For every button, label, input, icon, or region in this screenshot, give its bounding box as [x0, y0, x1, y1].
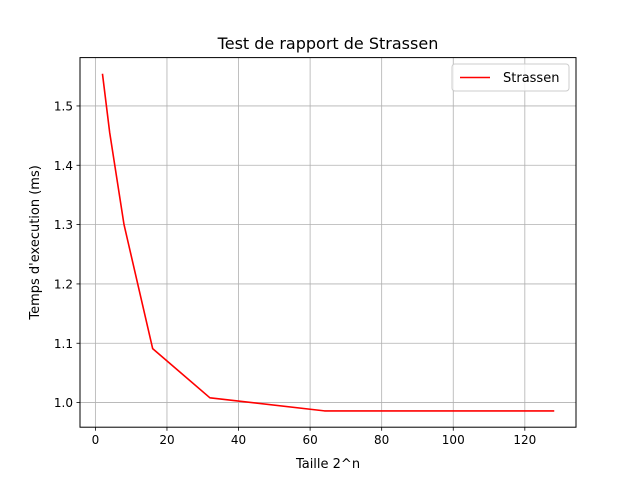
y-tick-label: 1.5 — [54, 99, 73, 113]
x-tick-label: 0 — [92, 433, 100, 447]
x-axis-ticks: 0 20 40 60 80 100 120 — [92, 427, 536, 447]
grid — [80, 57, 576, 428]
y-tick-label: 1.2 — [54, 277, 73, 291]
x-tick-label: 120 — [513, 433, 536, 447]
chart-title: Test de rapport de Strassen — [217, 34, 439, 53]
x-tick-label: 40 — [231, 433, 246, 447]
legend-frame — [451, 63, 570, 92]
y-tick-label: 1.3 — [54, 218, 73, 232]
series-line-strassen — [101, 73, 555, 412]
x-tick-label: 20 — [159, 433, 174, 447]
legend: Strassen — [451, 63, 570, 92]
plot-frame — [79, 57, 577, 428]
y-tick-label: 1.4 — [54, 159, 73, 173]
y-tick-label: 1.1 — [54, 337, 73, 351]
x-tick-label: 80 — [374, 433, 389, 447]
series-layer — [101, 73, 555, 412]
y-axis-label: Temps d'execution (ms) — [28, 165, 43, 320]
y-axis-ticks: 1.0 1.1 1.2 1.3 1.4 1.5 — [54, 99, 80, 410]
y-tick-label: 1.0 — [54, 396, 73, 410]
x-tick-label: 100 — [442, 433, 465, 447]
x-axis-label: Taille 2^n — [295, 457, 360, 472]
legend-label-strassen: Strassen — [503, 71, 559, 86]
x-tick-label: 60 — [302, 433, 317, 447]
plot-area — [80, 57, 576, 428]
